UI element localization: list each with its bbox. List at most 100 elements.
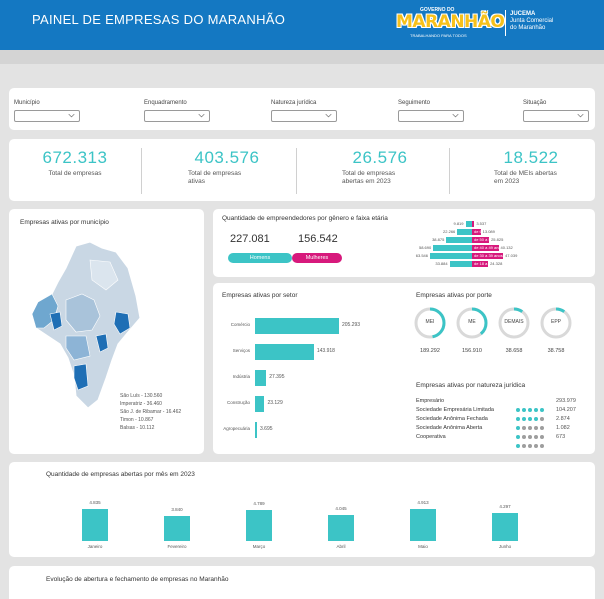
age-group-label: de 18 a 29 anos — [474, 261, 503, 266]
monthly-bar — [164, 515, 190, 541]
logo-word: MARANHÃO — [396, 12, 505, 32]
age-women-bar — [472, 221, 475, 227]
filter-label: Enquadramento — [144, 100, 187, 106]
maranhao-map[interactable] — [30, 240, 142, 412]
natureza-dot — [522, 408, 526, 412]
age-women-label: 13.089 — [482, 229, 495, 234]
natureza-dot — [516, 435, 520, 439]
natureza-dot — [540, 408, 544, 412]
natureza-dot — [516, 444, 520, 448]
sector-label: Construção — [226, 400, 250, 405]
filter-label: Seguimento — [398, 100, 431, 106]
monthly-value: 4.789 — [253, 500, 265, 506]
filter-municipio[interactable]: Município — [14, 100, 80, 122]
chevron-down-icon — [325, 113, 332, 118]
women-pill[interactable]: Mulheres — [292, 253, 342, 263]
monthly-bar — [82, 509, 108, 541]
monthly-chart: 4.835 Janeiro 3.840 Fevereiro 4.789 Março 4.04… — [40, 490, 570, 552]
monthly-value: 4.835 — [89, 500, 101, 506]
kpi-empresas-ativas: 403.576 Total de empresas ativas — [168, 148, 286, 186]
age-men-label: 63.546 — [415, 253, 428, 258]
monthly-bar — [246, 509, 272, 541]
natureza-dot — [528, 444, 532, 448]
sector-chart: Comércio 205.293 Serviços 143.918 Indústria 2… — [216, 312, 396, 442]
natureza-dot — [534, 408, 538, 412]
jucema-logo: JUCEMA Junta Comercial do Maranhão — [510, 11, 553, 32]
sector-value: 205.293 — [342, 322, 361, 328]
men-value: 227.081 — [230, 233, 270, 245]
natureza-dot — [528, 426, 532, 430]
porte-value: 156.910 — [462, 348, 482, 354]
kpi-value: 672.313 — [42, 148, 108, 167]
filter-seguimento[interactable]: Seguimento — [398, 100, 464, 122]
porte-value: 38.658 — [505, 348, 523, 354]
age-women-bar — [472, 261, 489, 267]
monthly-category: Junho — [498, 544, 512, 549]
porte-label: ME — [468, 319, 476, 325]
filter-situacao[interactable]: Situação — [523, 100, 589, 122]
natureza-value: 293.979 — [556, 398, 576, 404]
map-legend-item: Timon - 10.867 — [120, 417, 154, 423]
age-women-label: 25.825 — [491, 237, 504, 242]
age-group-label: de 40 a 49 anos — [474, 245, 503, 250]
filter-select[interactable] — [523, 110, 589, 122]
monthly-bar — [492, 512, 518, 541]
natureza-title: Empresas ativas por natureza jurídica — [416, 382, 526, 389]
kpi-divider — [449, 148, 450, 194]
map-region-mid — [65, 335, 91, 361]
filter-select[interactable] — [398, 110, 464, 122]
evolution-card — [9, 566, 595, 599]
age-men-label: 58.690 — [418, 245, 432, 250]
chevron-down-icon — [68, 113, 75, 118]
porte-value: 38.758 — [547, 348, 565, 354]
natureza-dot — [534, 417, 538, 421]
app-header: PAINEL DE EMPRESAS DO MARANHÃO GOVERNO D… — [0, 0, 604, 50]
natureza-dots — [516, 408, 546, 426]
chevron-down-icon — [452, 113, 459, 118]
men-pill[interactable]: Homens — [228, 253, 292, 263]
filter-select[interactable] — [14, 110, 80, 122]
filter-select[interactable] — [144, 110, 210, 122]
natureza-dots — [516, 435, 546, 453]
map-region-northeast — [89, 259, 119, 291]
filter-natureza-juridica[interactable]: Natureza jurídica — [271, 100, 337, 122]
chevron-down-icon — [198, 113, 205, 118]
kpi-label: Total de MEIs abertas em 2023 — [494, 170, 557, 185]
monthly-bar — [328, 514, 354, 541]
map-region-timon — [95, 333, 109, 353]
gender-title: Quantidade de empreendedores por gênero … — [222, 215, 388, 222]
porte-label: EPP — [550, 319, 561, 325]
monthly-bar — [410, 508, 436, 541]
kpi-value: 403.576 — [194, 148, 260, 167]
filter-label: Natureza jurídica — [271, 100, 317, 106]
age-women-bar — [472, 245, 499, 251]
age-group-label: Acima de 70 anos — [474, 221, 507, 226]
porte-donut — [456, 307, 488, 339]
age-men-bar — [446, 237, 472, 243]
kpi-divider — [296, 148, 297, 194]
header-band — [0, 50, 604, 64]
natureza-dots — [516, 417, 546, 435]
sector-porte-card — [213, 283, 595, 454]
org-name: JUCEMA — [510, 11, 536, 17]
filter-enquadramento[interactable]: Enquadramento — [144, 100, 210, 122]
monthly-category: Janeiro — [87, 544, 103, 549]
gender-card — [213, 209, 595, 277]
monthly-value: 4.045 — [335, 505, 347, 511]
sector-bar — [255, 370, 267, 386]
monthly-category: Fevereiro — [167, 544, 187, 549]
porte-donut — [498, 307, 530, 339]
chevron-down-icon — [577, 113, 584, 118]
natureza-label: Cooperativa — [416, 434, 446, 440]
map-region-sao-luis — [113, 311, 131, 335]
filters-card — [9, 88, 595, 130]
porte-donut-arc — [414, 307, 446, 339]
sector-value: 143.918 — [316, 348, 335, 354]
natureza-label: Sociedade Empresária Limitada — [416, 407, 494, 413]
natureza-dot — [516, 426, 520, 430]
porte-label: MEI — [425, 319, 435, 325]
age-women-bar — [472, 237, 490, 243]
filter-select[interactable] — [271, 110, 337, 122]
natureza-dot — [540, 426, 544, 430]
governo-maranhao-logo: GOVERNO DO MARANHÃO TRABALHANDO PARA TOD… — [396, 7, 505, 38]
